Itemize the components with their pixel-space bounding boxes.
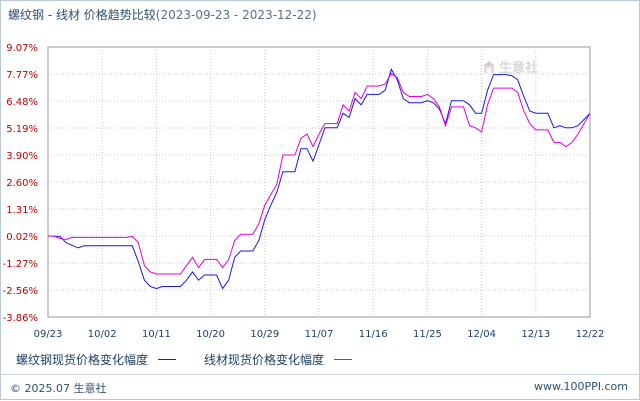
logo-icon <box>482 60 496 74</box>
y-tick-label: 7.77% <box>6 70 38 81</box>
y-tick-label: 1.31% <box>6 205 38 216</box>
legend-label-series1: 螺纹钢现货价格变化幅度 <box>16 353 149 367</box>
watermark-text: 生意社 <box>499 61 539 76</box>
y-tick-label: 6.48% <box>6 97 38 108</box>
chart-title: 螺纹钢 - 线材 价格趋势比较(2023-09-23 - 2023-12-22) <box>8 6 317 23</box>
y-tick-label: -2.56% <box>3 286 38 297</box>
legend-label-series2: 线材现货价格变化幅度 <box>204 353 325 367</box>
chart-legend: 螺纹钢现货价格变化幅度 线材现货价格变化幅度 <box>16 351 362 368</box>
y-tick-label: 3.90% <box>6 151 38 162</box>
y-tick-label: 0.02% <box>6 232 38 243</box>
y-tick-label: -1.27% <box>3 259 38 270</box>
y-tick-label: 2.60% <box>6 178 38 189</box>
x-tick-label: 09/23 <box>34 329 63 340</box>
watermark-logo: 生意社 <box>482 57 538 76</box>
x-tick-label: 10/11 <box>142 329 171 340</box>
legend-swatch-series2 <box>334 359 353 360</box>
x-tick-label: 10/02 <box>88 329 117 340</box>
footer-bar: © 2025.07 生意社 www.100PPI.com <box>0 374 640 401</box>
y-tick-label: 9.07% <box>6 43 38 54</box>
legend-swatch-series1 <box>158 359 177 360</box>
x-tick-label: 11/25 <box>413 329 442 340</box>
date-range: (2023-09-23 - 2023-12-22) <box>155 8 317 22</box>
x-tick-label: 12/04 <box>467 329 496 340</box>
series-line-2 <box>48 72 591 275</box>
x-tick-label: 12/13 <box>521 329 550 340</box>
footer-site-link[interactable]: www.100PPI.com <box>534 380 628 393</box>
x-tick-label: 12/22 <box>576 329 605 340</box>
x-tick-label: 10/29 <box>250 329 279 340</box>
x-tick-label: 11/16 <box>359 329 388 340</box>
x-tick-label: 11/07 <box>305 329 334 340</box>
y-tick-label: 5.19% <box>6 124 38 135</box>
title-text: 螺纹钢 - 线材 价格趋势比较 <box>8 8 156 22</box>
x-tick-label: 10/20 <box>196 329 225 340</box>
footer-copyright: © 2025.07 生意社 <box>10 382 107 395</box>
series-line-1 <box>47 68 591 290</box>
y-tick-label: -3.86% <box>3 313 38 324</box>
